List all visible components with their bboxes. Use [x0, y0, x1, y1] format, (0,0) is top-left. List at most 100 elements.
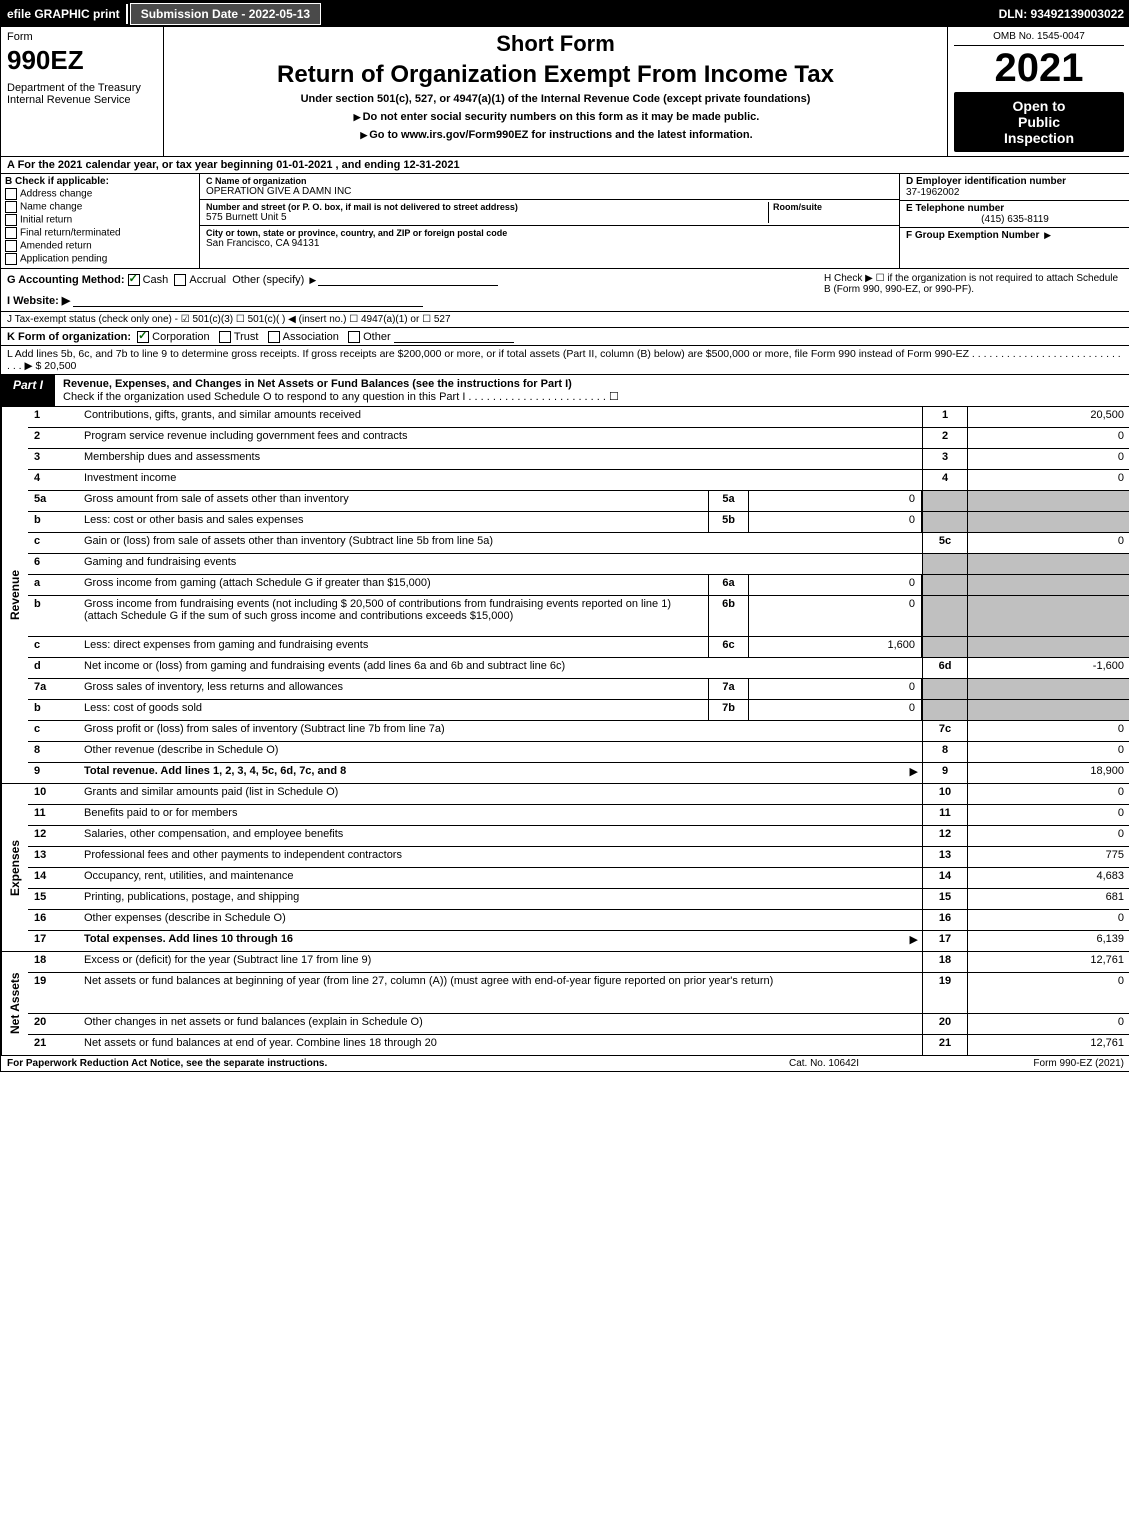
line-value-cell: 0 [968, 973, 1129, 1013]
footer-left: For Paperwork Reduction Act Notice, see … [7, 1058, 724, 1069]
line-value-cell [968, 575, 1129, 595]
line-l-value: 20,500 [44, 360, 76, 372]
row-number: 3 [28, 449, 80, 469]
row-description: Other expenses (describe in Schedule O) [80, 910, 922, 930]
row-number: 19 [28, 973, 80, 1013]
org-name-block: C Name of organization OPERATION GIVE A … [200, 174, 899, 200]
line-value-cell: 0 [968, 470, 1129, 490]
row-description: Salaries, other compensation, and employ… [80, 826, 922, 846]
org-name: OPERATION GIVE A DAMN INC [206, 186, 893, 197]
row-number: 17 [28, 931, 80, 951]
table-row: 1Contributions, gifts, grants, and simil… [28, 407, 1129, 428]
table-row: dNet income or (loss) from gaming and fu… [28, 658, 1129, 679]
table-row: 14Occupancy, rent, utilities, and mainte… [28, 868, 1129, 889]
sub-line-value: 0 [749, 491, 922, 511]
row-number: 6 [28, 554, 80, 574]
table-row: bGross income from fundraising events (n… [28, 596, 1129, 637]
line-number-cell [922, 679, 968, 699]
tel-value: (415) 635-8119 [906, 214, 1124, 225]
sub-line-value: 0 [749, 575, 922, 595]
cb-final-return[interactable]: Final return/terminated [5, 227, 195, 239]
cb-initial-return[interactable]: Initial return [5, 214, 195, 226]
line-number-cell: 21 [922, 1035, 968, 1055]
sub-line-number: 7b [708, 700, 749, 720]
line-value-cell: 20,500 [968, 407, 1129, 427]
row-description: Excess or (deficit) for the year (Subtra… [80, 952, 922, 972]
row-number: 15 [28, 889, 80, 909]
line-number-cell: 7c [922, 721, 968, 741]
line-i: I Website: ▶ [7, 294, 824, 307]
row-description: Gross profit or (loss) from sales of inv… [80, 721, 922, 741]
revenue-section: Revenue 1Contributions, gifts, grants, a… [1, 407, 1129, 784]
row-number: 20 [28, 1014, 80, 1034]
line-number-cell: 1 [922, 407, 968, 427]
dept-treasury: Department of the Treasury [7, 82, 157, 94]
table-row: 18Excess or (deficit) for the year (Subt… [28, 952, 1129, 973]
line-number-cell: 18 [922, 952, 968, 972]
line-value-cell: 0 [968, 428, 1129, 448]
cb-other-org[interactable] [348, 331, 360, 343]
row-description: Less: cost of goods sold [80, 700, 708, 720]
header-right: OMB No. 1545-0047 2021 Open to Public In… [948, 27, 1129, 156]
open-to-public: Open to Public Inspection [954, 92, 1124, 152]
expenses-section: Expenses 10Grants and similar amounts pa… [1, 784, 1129, 952]
line-number-cell: 16 [922, 910, 968, 930]
form-990ez-page: efile GRAPHIC print Submission Date - 20… [0, 0, 1129, 1072]
lines-ghi: G Accounting Method: Cash Accrual Other … [1, 269, 1129, 312]
cb-accrual[interactable] [174, 274, 186, 286]
section-bcdef: B Check if applicable: Address change Na… [1, 174, 1129, 269]
line-number-cell: 11 [922, 805, 968, 825]
row-description: Investment income [80, 470, 922, 490]
table-row: 4Investment income40 [28, 470, 1129, 491]
line-value-cell [968, 512, 1129, 532]
row-number: b [28, 512, 80, 532]
part-i-label: Part I [1, 375, 55, 406]
row-number: 21 [28, 1035, 80, 1055]
table-row: aGross income from gaming (attach Schedu… [28, 575, 1129, 596]
line-number-cell: 19 [922, 973, 968, 1013]
row-description: Total expenses. Add lines 10 through 16 … [80, 931, 922, 951]
row-number: 11 [28, 805, 80, 825]
row-description: Grants and similar amounts paid (list in… [80, 784, 922, 804]
line-value-cell: 0 [968, 449, 1129, 469]
row-number: d [28, 658, 80, 678]
cb-association[interactable] [268, 331, 280, 343]
table-row: cGross profit or (loss) from sales of in… [28, 721, 1129, 742]
line-number-cell: 17 [922, 931, 968, 951]
line-value-cell [968, 596, 1129, 636]
line-value-cell [968, 491, 1129, 511]
org-city-block: City or town, state or province, country… [200, 226, 899, 251]
top-bar: efile GRAPHIC print Submission Date - 20… [1, 1, 1129, 27]
org-address: 575 Burnett Unit 5 [206, 212, 768, 223]
table-row: 17Total expenses. Add lines 10 through 1… [28, 931, 1129, 951]
table-row: 12Salaries, other compensation, and empl… [28, 826, 1129, 847]
cb-address-change[interactable]: Address change [5, 188, 195, 200]
row-description: Gain or (loss) from sale of assets other… [80, 533, 922, 553]
table-row: bLess: cost or other basis and sales exp… [28, 512, 1129, 533]
cb-cash[interactable] [128, 274, 140, 286]
omb-number: OMB No. 1545-0047 [954, 31, 1124, 46]
goto-link: Go to www.irs.gov/Form990EZ for instruct… [170, 129, 941, 141]
line-number-cell [922, 637, 968, 657]
row-number: 14 [28, 868, 80, 888]
sub-line-value: 0 [749, 596, 922, 636]
cb-application-pending[interactable]: Application pending [5, 253, 195, 265]
line-number-cell: 3 [922, 449, 968, 469]
row-description: Other revenue (describe in Schedule O) [80, 742, 922, 762]
row-number: c [28, 721, 80, 741]
row-description: Membership dues and assessments [80, 449, 922, 469]
efile-label: efile GRAPHIC print [1, 4, 128, 24]
line-value-cell: 0 [968, 742, 1129, 762]
cb-trust[interactable] [219, 331, 231, 343]
cb-name-change[interactable]: Name change [5, 201, 195, 213]
table-row: 9Total revenue. Add lines 1, 2, 3, 4, 5c… [28, 763, 1129, 783]
row-description: Printing, publications, postage, and shi… [80, 889, 922, 909]
cb-amended-return[interactable]: Amended return [5, 240, 195, 252]
revenue-side-label: Revenue [1, 407, 28, 783]
row-number: 9 [28, 763, 80, 783]
sub-line-value: 1,600 [749, 637, 922, 657]
row-description: Other changes in net assets or fund bala… [80, 1014, 922, 1034]
row-number: 18 [28, 952, 80, 972]
cb-corporation[interactable] [137, 331, 149, 343]
line-value-cell: 6,139 [968, 931, 1129, 951]
